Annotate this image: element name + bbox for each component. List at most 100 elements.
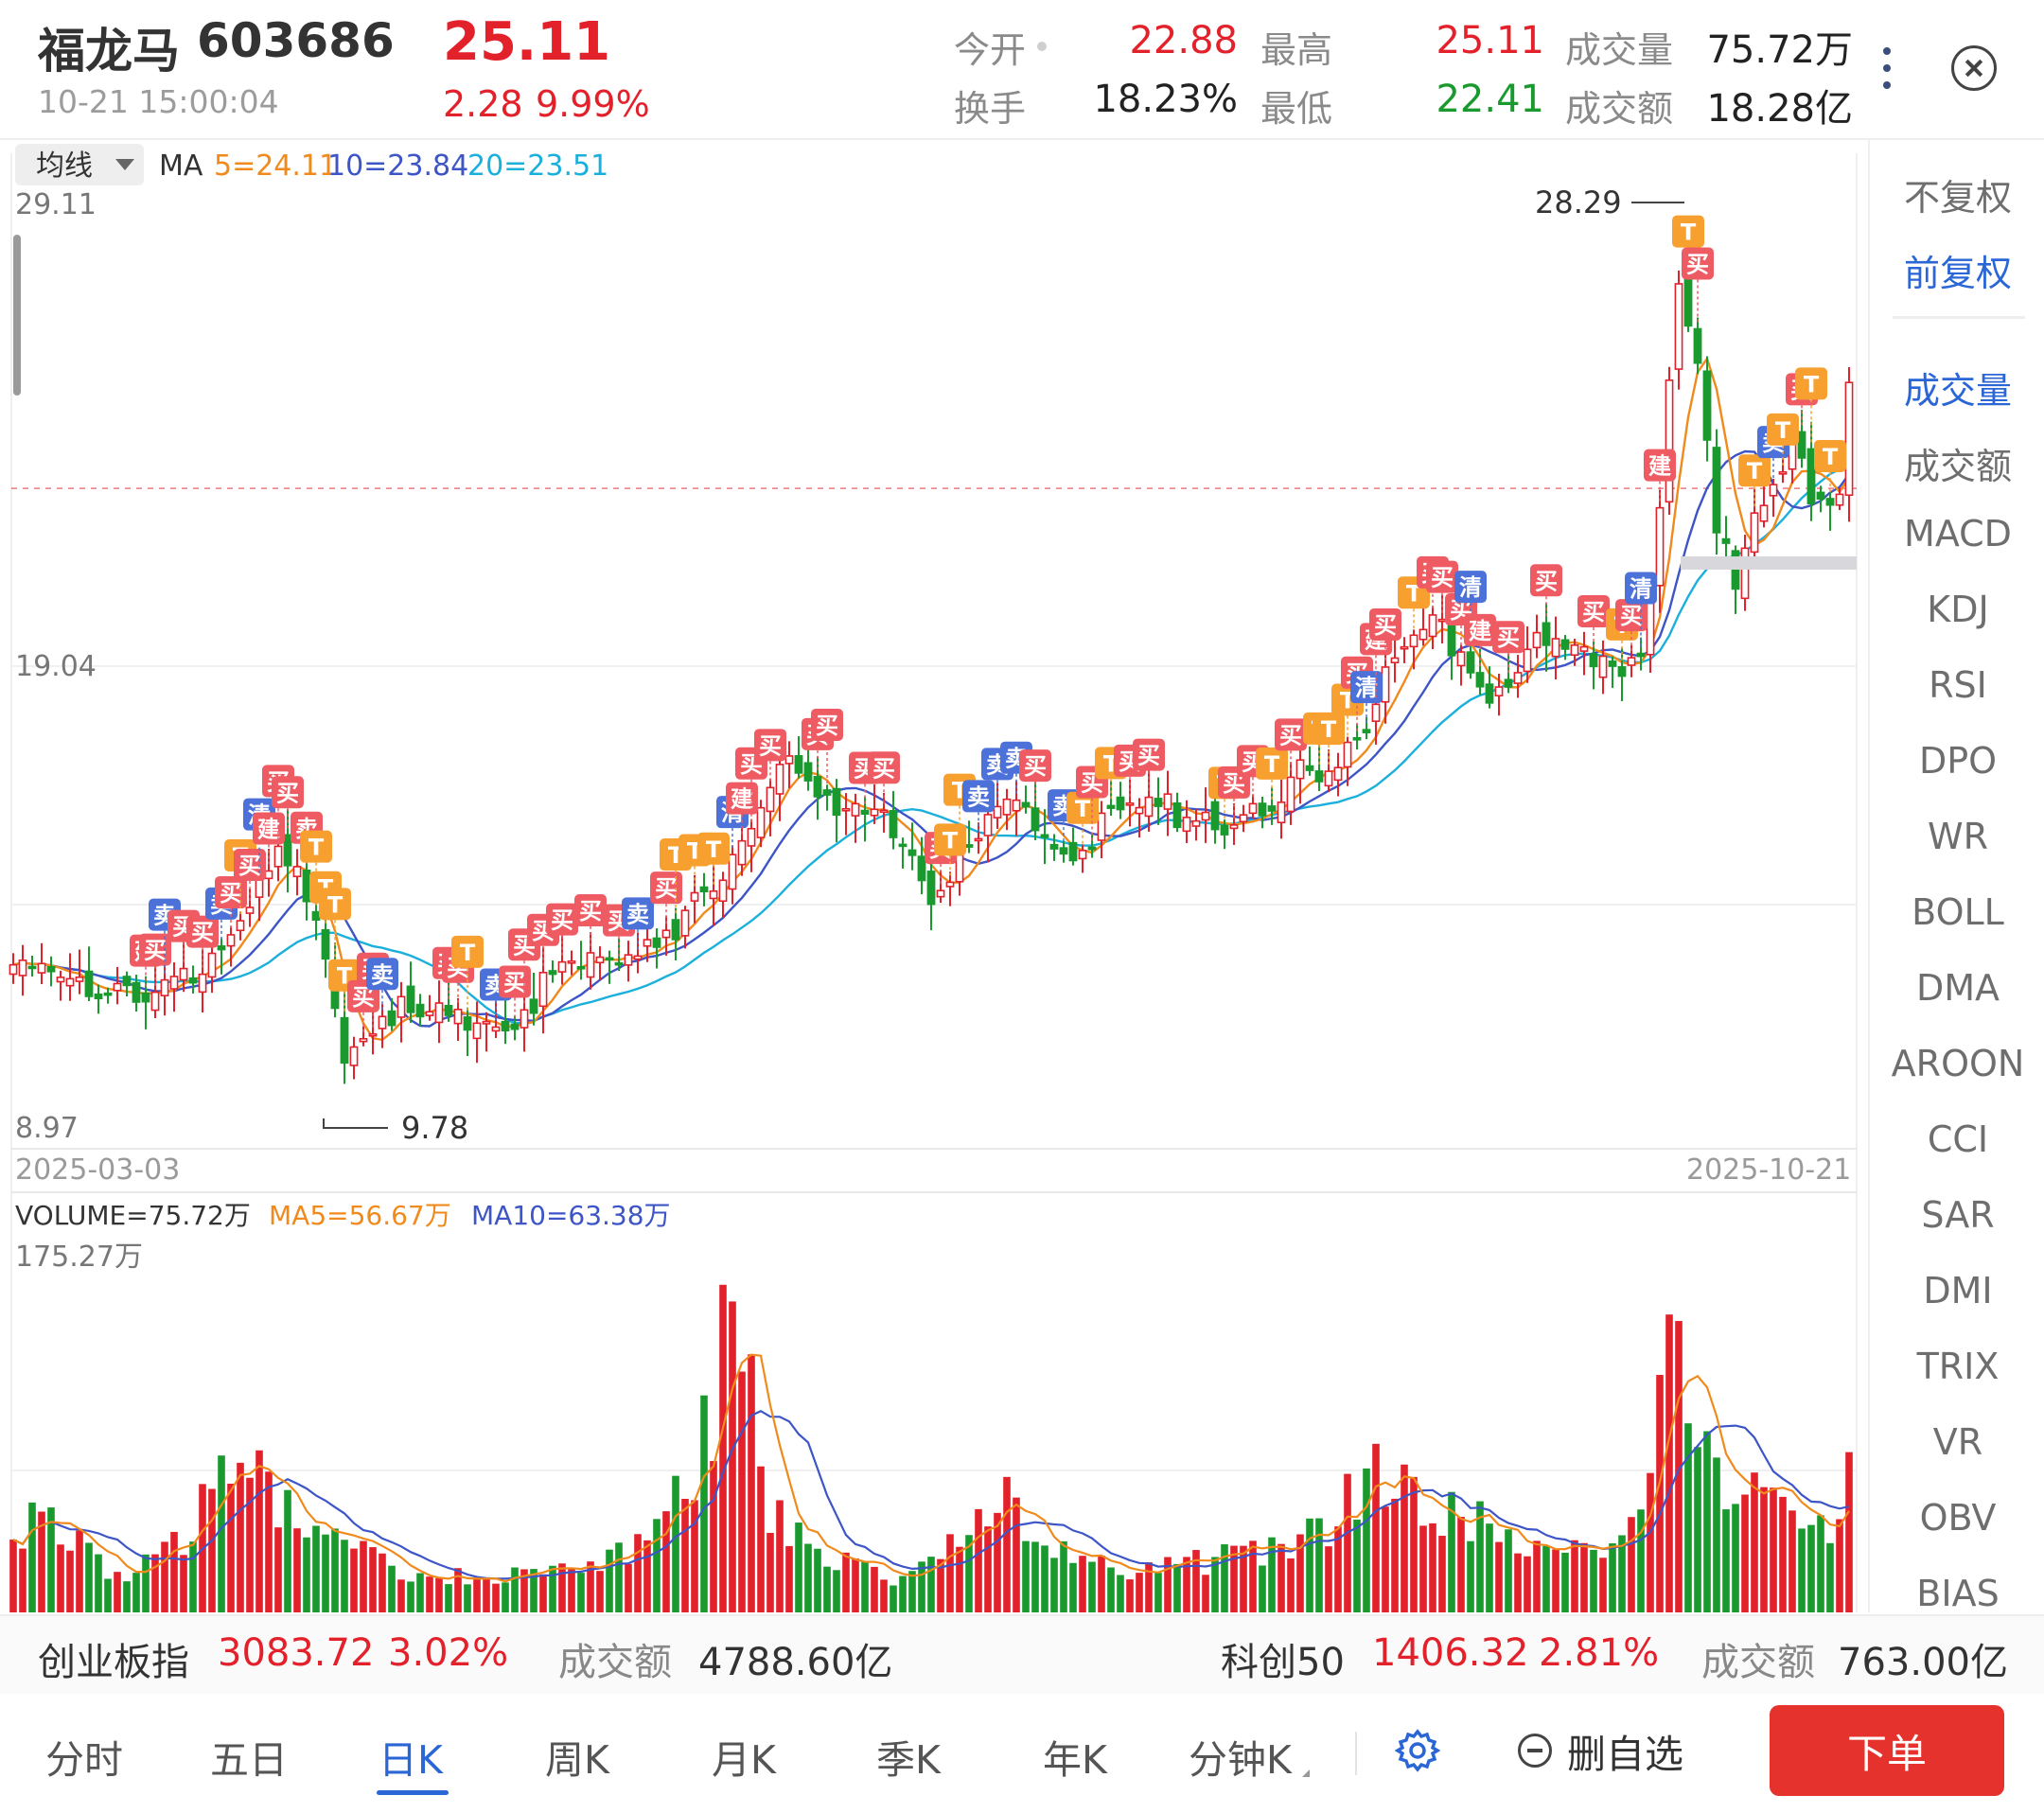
- volume-bar: [208, 1488, 216, 1612]
- candle-body: [1400, 645, 1409, 650]
- signal-label: 买: [1374, 612, 1397, 639]
- side-item-obv[interactable]: OBV: [1919, 1497, 1997, 1539]
- candle-body: [378, 1015, 387, 1030]
- signal-badge: [934, 823, 966, 856]
- volume-bar: [975, 1508, 982, 1612]
- candle-body: [907, 849, 917, 856]
- signal-badge: [1672, 215, 1704, 248]
- candle: [169, 962, 179, 1012]
- volume-bar: [804, 1543, 812, 1612]
- candle: [75, 949, 84, 995]
- candle-body: [501, 1020, 510, 1032]
- volume-bar: [748, 1354, 755, 1612]
- candle-body: [472, 1022, 482, 1040]
- tab-quarterly-k[interactable]: 季K: [876, 1737, 941, 1783]
- signal-badge: [1615, 599, 1648, 632]
- side-item-trix[interactable]: TRIX: [1916, 1346, 2000, 1387]
- trade-signal: 买: [1682, 247, 1714, 326]
- side-item-amount[interactable]: 成交额: [1903, 446, 2012, 487]
- candle: [1049, 834, 1059, 861]
- candle: [1390, 639, 1400, 683]
- candle-body: [1570, 643, 1579, 657]
- signal-label: T: [1321, 716, 1337, 743]
- candle: [813, 756, 822, 820]
- candle-body: [415, 1003, 425, 1018]
- candle-body: [889, 810, 898, 838]
- volume-bar: [1249, 1540, 1257, 1612]
- candle: [1201, 787, 1210, 843]
- tab-intraday[interactable]: 分时: [45, 1737, 123, 1783]
- side-item-rsi[interactable]: RSI: [1929, 664, 1987, 706]
- trade-signal: 买: [1369, 607, 1401, 663]
- close-icon[interactable]: [1951, 45, 1997, 91]
- turnover-label: 换手: [954, 88, 1027, 130]
- candle-body: [1097, 812, 1106, 841]
- tab-daily-k[interactable]: 日K: [379, 1737, 443, 1783]
- candle: [207, 940, 217, 994]
- candle: [349, 1036, 359, 1080]
- y-axis-mid-label: 19.04: [15, 650, 97, 683]
- more-vertical-icon[interactable]: [1881, 42, 1893, 98]
- candle-body: [1031, 807, 1040, 832]
- side-item-aroon[interactable]: AROON: [1891, 1043, 2025, 1084]
- kline-chart[interactable]: 均线 MA 5=24.11 10=23.84 20=23.51 29.11 19…: [0, 140, 1866, 1612]
- tab-minute-k[interactable]: 分钟K: [1189, 1737, 1292, 1783]
- signal-label: 买: [872, 755, 895, 782]
- candle: [832, 779, 841, 843]
- tab-weekly-k[interactable]: 周K: [545, 1737, 609, 1783]
- side-item-macd[interactable]: MACD: [1904, 513, 2012, 554]
- candle-body: [434, 1002, 444, 1024]
- signal-label: T: [943, 827, 959, 854]
- side-item-cci[interactable]: CCI: [1927, 1118, 1989, 1160]
- volume-bar: [303, 1537, 310, 1612]
- order-button[interactable]: 下单: [1770, 1705, 2004, 1796]
- candle-body: [1835, 493, 1844, 506]
- volume-bar: [28, 1502, 36, 1612]
- side-item-volume[interactable]: 成交量: [1903, 370, 2012, 412]
- side-item-dmi[interactable]: DMI: [1923, 1270, 1993, 1311]
- volume-bar: [520, 1569, 528, 1612]
- trade-signal: 买: [272, 776, 304, 832]
- volume-bar: [1505, 1529, 1512, 1612]
- side-item-bias[interactable]: BIAS: [1916, 1573, 2000, 1612]
- side-item-sar[interactable]: SAR: [1921, 1194, 1995, 1236]
- candle: [1835, 487, 1844, 511]
- price-layer: [9, 268, 1857, 1084]
- volume-bar: [66, 1550, 74, 1612]
- remove-watchlist-button[interactable]: 删自选: [1518, 1722, 1683, 1779]
- tab-monthly-k[interactable]: 月K: [712, 1737, 776, 1783]
- amount-label: 成交额: [1565, 88, 1674, 130]
- candle-body: [1598, 655, 1608, 678]
- volume-bar: [19, 1548, 26, 1612]
- trade-signal: T: [451, 935, 484, 1013]
- candle-body: [557, 960, 567, 973]
- side-item-kdj[interactable]: KDJ: [1927, 589, 1989, 630]
- volume-bar: [1836, 1519, 1843, 1612]
- candle-body: [75, 976, 84, 982]
- side-item-dma[interactable]: DMA: [1915, 967, 2000, 1009]
- trade-signal: 买: [215, 875, 247, 931]
- volume-bar: [1552, 1549, 1559, 1612]
- scroll-indicator[interactable]: [13, 235, 21, 396]
- side-item-wr[interactable]: WR: [1928, 816, 1988, 857]
- price-change-pct: 9.99%: [536, 83, 650, 125]
- market-ticker[interactable]: 创业板指 3083.72 3.02% 成交额 4788.60亿 科创50 140…: [0, 1614, 2044, 1696]
- signal-label: 买: [551, 907, 573, 934]
- volume-bar: [95, 1554, 102, 1612]
- ma-selector[interactable]: [15, 144, 144, 185]
- side-item-dpo[interactable]: DPO: [1918, 740, 1998, 782]
- volume-bar: [1647, 1472, 1654, 1612]
- signal-badge: [1066, 791, 1099, 824]
- y-axis-min-label: 8.97: [15, 1112, 79, 1145]
- tab-yearly-k[interactable]: 年K: [1043, 1737, 1107, 1783]
- candle-body: [1769, 484, 1778, 497]
- candle-body: [1277, 801, 1286, 824]
- high-label: 最高: [1260, 29, 1333, 71]
- side-item-no-adjust[interactable]: 不复权: [1903, 177, 2012, 219]
- tab-five-day[interactable]: 五日: [210, 1737, 288, 1783]
- side-item-forward-adjust[interactable]: 前复权: [1903, 253, 2012, 294]
- gear-icon[interactable]: [1395, 1728, 1440, 1773]
- side-item-vr[interactable]: VR: [1932, 1421, 1983, 1463]
- candle-body: [1182, 817, 1191, 833]
- side-item-boll[interactable]: BOLL: [1912, 891, 2004, 933]
